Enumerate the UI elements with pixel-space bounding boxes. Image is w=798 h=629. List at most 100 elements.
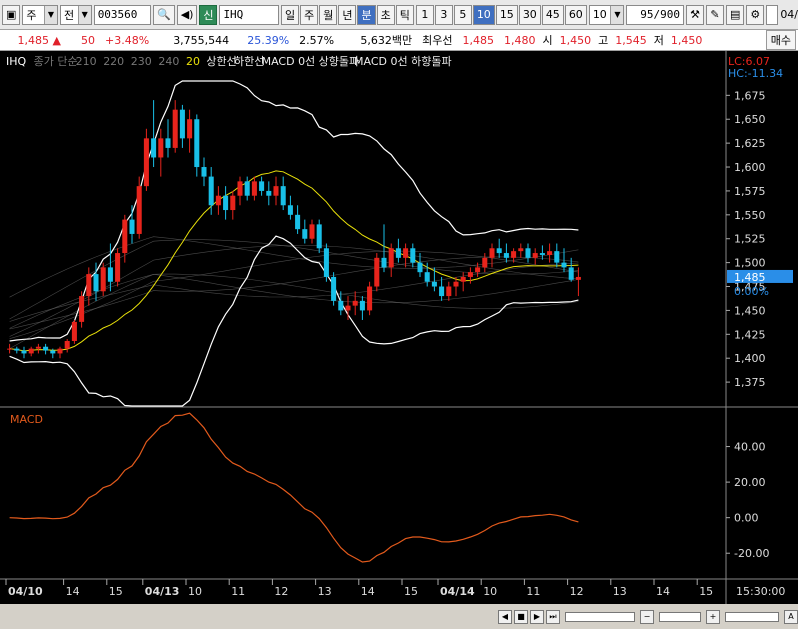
scroll-track[interactable]	[565, 611, 635, 622]
legend-ma-period: 230	[131, 55, 152, 68]
tab-period[interactable]: 년	[338, 4, 357, 25]
candle-body	[237, 181, 243, 196]
candle-body	[345, 305, 351, 311]
count-input[interactable]: 95/900	[626, 4, 684, 25]
legend-symbol: IHQ	[6, 55, 27, 68]
tab-period[interactable]: 일	[280, 4, 300, 25]
stop-icon[interactable]: ■	[514, 609, 528, 624]
macd-tick-label: -20.00	[734, 547, 769, 560]
legend-item: MACD 0선 상향돌파	[262, 55, 360, 68]
price-tick-label: 1,475	[734, 281, 766, 294]
price-tick-label: 1,450	[734, 304, 766, 317]
candle-body	[575, 276, 581, 280]
speaker-icon[interactable]: ◀)	[176, 4, 198, 25]
chevron-down-icon: ▼	[77, 5, 91, 24]
candle-body	[194, 119, 200, 168]
prev-select[interactable]: 전 ▼	[59, 4, 92, 25]
candle-body	[158, 138, 164, 158]
macd-tick-label: 0.00	[734, 512, 759, 525]
candle-body	[64, 341, 70, 349]
legend-item: 하한선	[234, 54, 264, 68]
candle-body	[554, 251, 560, 263]
price-tick-label: 1,425	[734, 328, 766, 341]
time-label: 14	[656, 585, 670, 598]
play-icon[interactable]: ▶	[530, 609, 544, 624]
candle-body	[28, 348, 34, 354]
time-end-label: 15:30:00	[736, 585, 785, 598]
tab-interval[interactable]: 60	[564, 4, 587, 25]
chevron-down-icon: ▼	[43, 5, 57, 24]
candle-body	[115, 253, 121, 282]
credit-badge: 신	[199, 4, 218, 25]
high-value: 1,545	[615, 33, 647, 47]
interval-value: 10	[592, 8, 607, 21]
tools-icon[interactable]: ⚒	[686, 4, 704, 25]
draw-icon[interactable]: ✎	[706, 4, 724, 25]
time-label: 13	[613, 585, 627, 598]
candle-body	[381, 257, 387, 268]
zoom-track[interactable]	[659, 611, 701, 622]
candle-body	[100, 267, 106, 292]
candle-body	[568, 267, 574, 280]
zoom-in-button[interactable]: +	[706, 609, 720, 624]
last-pct-label: 0.00%	[734, 285, 769, 298]
candle-body	[511, 251, 517, 258]
tab-interval[interactable]: 30	[518, 4, 541, 25]
tab-period[interactable]: 틱	[395, 4, 414, 25]
candle-body	[143, 138, 149, 187]
market-type-select[interactable]: 주 ▼	[22, 4, 58, 25]
checkbox[interactable]	[766, 4, 779, 25]
tab-interval[interactable]: 45	[541, 4, 564, 25]
reset-button[interactable]: A	[784, 609, 798, 624]
candle-body	[475, 267, 481, 273]
zoom-out-button[interactable]: −	[640, 609, 654, 624]
prev-icon[interactable]: ◀	[498, 609, 512, 624]
candle-body	[151, 138, 157, 158]
price-text: 1,485	[17, 33, 50, 47]
tab-interval[interactable]: 1	[415, 4, 434, 25]
tab-period[interactable]: 초	[376, 4, 395, 25]
chart-svg[interactable]: 1,675 1,650 1,625 1,600 1,575 1,550 1,525 1,500…	[0, 51, 798, 604]
chart-area[interactable]: 1,675 1,650 1,625 1,600 1,575 1,550 1,525 1,500…	[0, 51, 798, 604]
tab-interval[interactable]: 3	[434, 4, 453, 25]
low-label: 저	[653, 34, 664, 47]
change-value: 50	[81, 33, 95, 47]
window-icon[interactable]: ▣	[2, 4, 21, 25]
candle-body	[14, 348, 20, 351]
candle-body	[287, 205, 293, 215]
turnover-value: 2.57%	[299, 33, 335, 47]
candle-body	[323, 248, 329, 277]
gear-icon[interactable]: ⚙	[746, 4, 765, 25]
interval-select[interactable]: 10 ▼	[588, 4, 625, 25]
time-label: 10	[188, 585, 202, 598]
ma-band-line	[9, 250, 579, 339]
zoom-track-2[interactable]	[725, 611, 779, 622]
candle-body	[482, 257, 488, 268]
save-icon[interactable]: ▤	[726, 4, 745, 25]
candle-body	[266, 190, 272, 196]
macd-label: MACD	[10, 413, 43, 426]
candle-body	[259, 181, 265, 191]
legend-ma-period: 220	[103, 55, 124, 68]
candle-body	[79, 296, 85, 322]
candle-body	[71, 321, 77, 341]
end-icon[interactable]: ⏭	[546, 609, 560, 624]
tab-interval[interactable]: 5	[453, 4, 472, 25]
candle-body	[7, 348, 13, 350]
tab-interval[interactable]: 10	[472, 4, 495, 25]
candle-body	[172, 109, 178, 148]
time-label: 04/10	[8, 585, 43, 598]
code-input[interactable]: 003560	[93, 4, 152, 25]
time-label: 12	[274, 585, 288, 598]
low-value: 1,450	[670, 33, 703, 47]
tab-period[interactable]: 월	[319, 4, 338, 25]
tab-period[interactable]: 주	[300, 4, 319, 25]
tab-period[interactable]: 분	[357, 4, 376, 25]
candle-body	[518, 248, 524, 252]
search-icon[interactable]: 🔍	[153, 4, 175, 25]
tab-interval[interactable]: 15	[495, 4, 518, 25]
buy-button[interactable]: 매수	[765, 30, 796, 50]
candle-body	[230, 195, 236, 211]
